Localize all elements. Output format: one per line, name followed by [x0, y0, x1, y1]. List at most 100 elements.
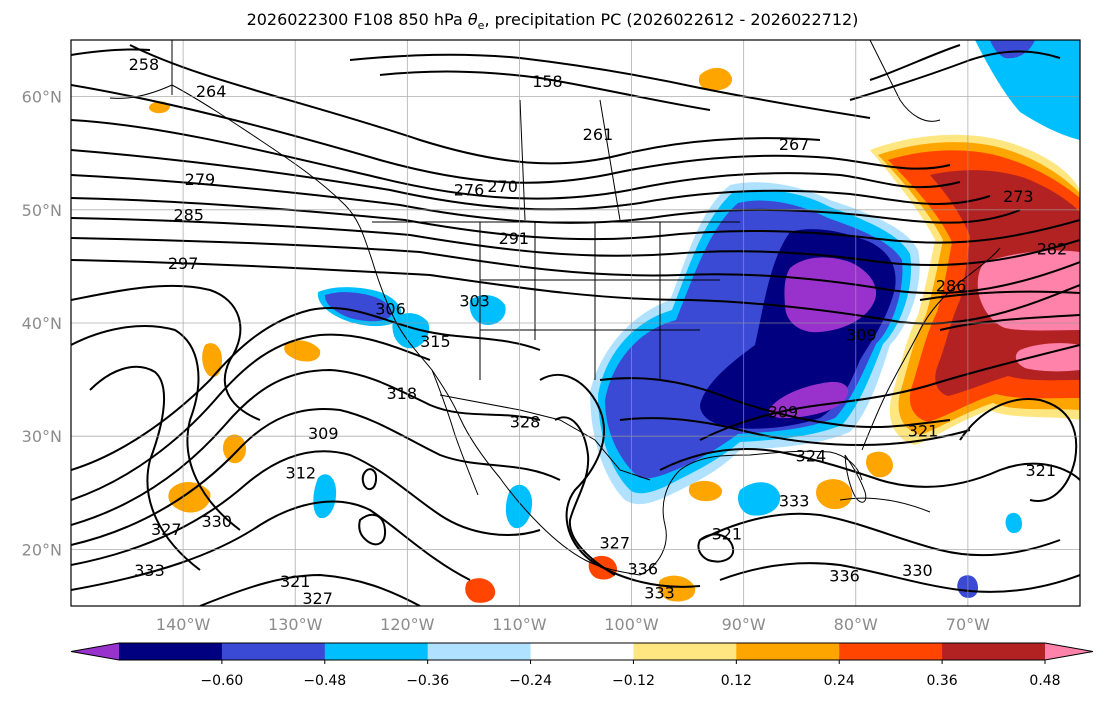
colorbar-tick-label: −0.60: [200, 673, 243, 689]
contour-line: [71, 48, 151, 56]
colorbar-swatch: [221, 643, 326, 660]
precip-pink-atlantic-south: [1015, 343, 1080, 372]
precip-blob-pacific4: [222, 434, 246, 464]
precip-blob-pacific-cyan2: [1005, 512, 1022, 534]
contour-label: 306: [375, 299, 406, 318]
lat-tick-label: 60°N: [22, 88, 62, 107]
coastline-hudson: [869, 40, 941, 122]
contour-label: 258: [129, 55, 160, 74]
contour-label: 291: [499, 229, 530, 248]
contour-label: 336: [627, 560, 658, 579]
contour-label: 333: [134, 561, 165, 580]
contour-label: 321: [1025, 461, 1056, 480]
contour-line: [129, 44, 821, 165]
precip-sierra-cyan: [392, 313, 430, 349]
precip-hudson-cyan: [975, 40, 1080, 140]
colorbar-tick-label: −0.24: [509, 673, 552, 689]
title-suffix: , precipitation PC (2026022612 - 2026022…: [484, 10, 859, 29]
lat-tick-label: 50°N: [22, 201, 62, 220]
precip-blob-caribbean: [465, 578, 496, 603]
contour-label: 276: [454, 180, 485, 199]
border-state-7: [599, 99, 621, 221]
contour-line: [361, 468, 378, 491]
contour-line: [849, 50, 1061, 101]
contour-label: 327: [151, 520, 182, 539]
contour-line: [539, 373, 701, 588]
coastline-west: [171, 84, 641, 576]
contour-line: [619, 417, 971, 447]
colorbar-tick-label: 0.24: [824, 673, 855, 689]
contour-label: 285: [173, 205, 204, 224]
precip-west-blue: [324, 292, 392, 322]
contour-line: [939, 314, 1080, 331]
precip-utah-cyan: [469, 295, 506, 325]
precip-blob-gulf: [816, 479, 853, 510]
contour-label: 279: [185, 170, 216, 189]
precip-purple-region-north: [784, 257, 877, 333]
contour-label: 330: [902, 561, 933, 580]
contour-line: [71, 307, 541, 471]
colorbar-tick-label: −0.12: [612, 673, 655, 689]
precip-blob-gulf2: [688, 480, 723, 502]
colorbar-swatch: [119, 643, 223, 660]
border-state-8: [519, 99, 526, 221]
precip-blob-alaska: [698, 67, 733, 91]
contour-label: 309: [768, 402, 799, 421]
contour-label: 273: [1003, 187, 1034, 206]
contour-line: [199, 573, 421, 606]
contour-label: 327: [302, 589, 333, 608]
colorbar-swatch: [427, 643, 532, 660]
coastline-gulf: [639, 450, 863, 576]
lon-tick-label: 100°W: [604, 615, 659, 634]
contour-label: 333: [644, 583, 675, 602]
contour-line: [358, 513, 387, 546]
contour-line: [659, 448, 1080, 488]
contour-line: [71, 237, 1080, 295]
contour-label: 267: [779, 135, 810, 154]
contour-line: [699, 512, 1061, 557]
border-us-mexico: [439, 394, 651, 481]
map-title: 2026022300 F108 850 hPa θe, precipitatio…: [0, 10, 1105, 32]
contour-label: 309: [308, 424, 339, 443]
colorbar-swatch: [324, 643, 429, 660]
coastline-cuba: [839, 497, 931, 513]
contour-line: [71, 408, 561, 546]
contour-line: [71, 119, 961, 200]
colorbar-swatch: [942, 643, 1046, 660]
precip-hudson-blue: [990, 40, 1035, 59]
precip-mexico-cyan: [505, 484, 533, 529]
contour-line: [959, 398, 1078, 502]
lat-tick-label: 20°N: [22, 540, 62, 559]
contour-label: 330: [201, 512, 232, 531]
contour-label: 286: [936, 277, 967, 296]
contour-line: [379, 70, 711, 111]
colorbar-swatch: [530, 643, 634, 660]
colorbar-swatch: [633, 643, 737, 660]
contour-line: [71, 284, 261, 421]
colorbar-extend-max: [1045, 643, 1093, 660]
colorbar-outline: [70, 642, 1094, 661]
colorbar-extend-min: [71, 643, 119, 660]
title-theta: θ: [467, 10, 478, 29]
contour-line: [71, 84, 951, 184]
lon-tick-label: 70°W: [946, 615, 990, 634]
colorbar-swatch: [839, 643, 943, 660]
colorbar-tick-label: 0.36: [927, 673, 958, 689]
precip-blob-florida-cyan: [738, 482, 781, 516]
lon-tick-label: 130°W: [268, 615, 323, 634]
title-subscript: e: [477, 19, 485, 33]
contour-label: 324: [796, 446, 827, 465]
precip-blob-pacific3: [168, 481, 211, 513]
graticule: [71, 40, 1080, 606]
colorbar-tick-label: −0.48: [303, 673, 346, 689]
contour-label: 270: [487, 177, 518, 196]
precip-blob-pacific1: [284, 340, 321, 362]
contour-line: [349, 53, 871, 119]
precip-blob-gulf3: [866, 451, 893, 478]
colorbar: −0.60 −0.48 −0.36 −0.24 −0.12 0.12 0.24 0.36 0.4…: [70, 642, 1094, 689]
lon-tick-label: 140°W: [156, 615, 211, 634]
precip-blob-pacific2: [202, 343, 222, 377]
contour-label: 318: [386, 384, 417, 403]
